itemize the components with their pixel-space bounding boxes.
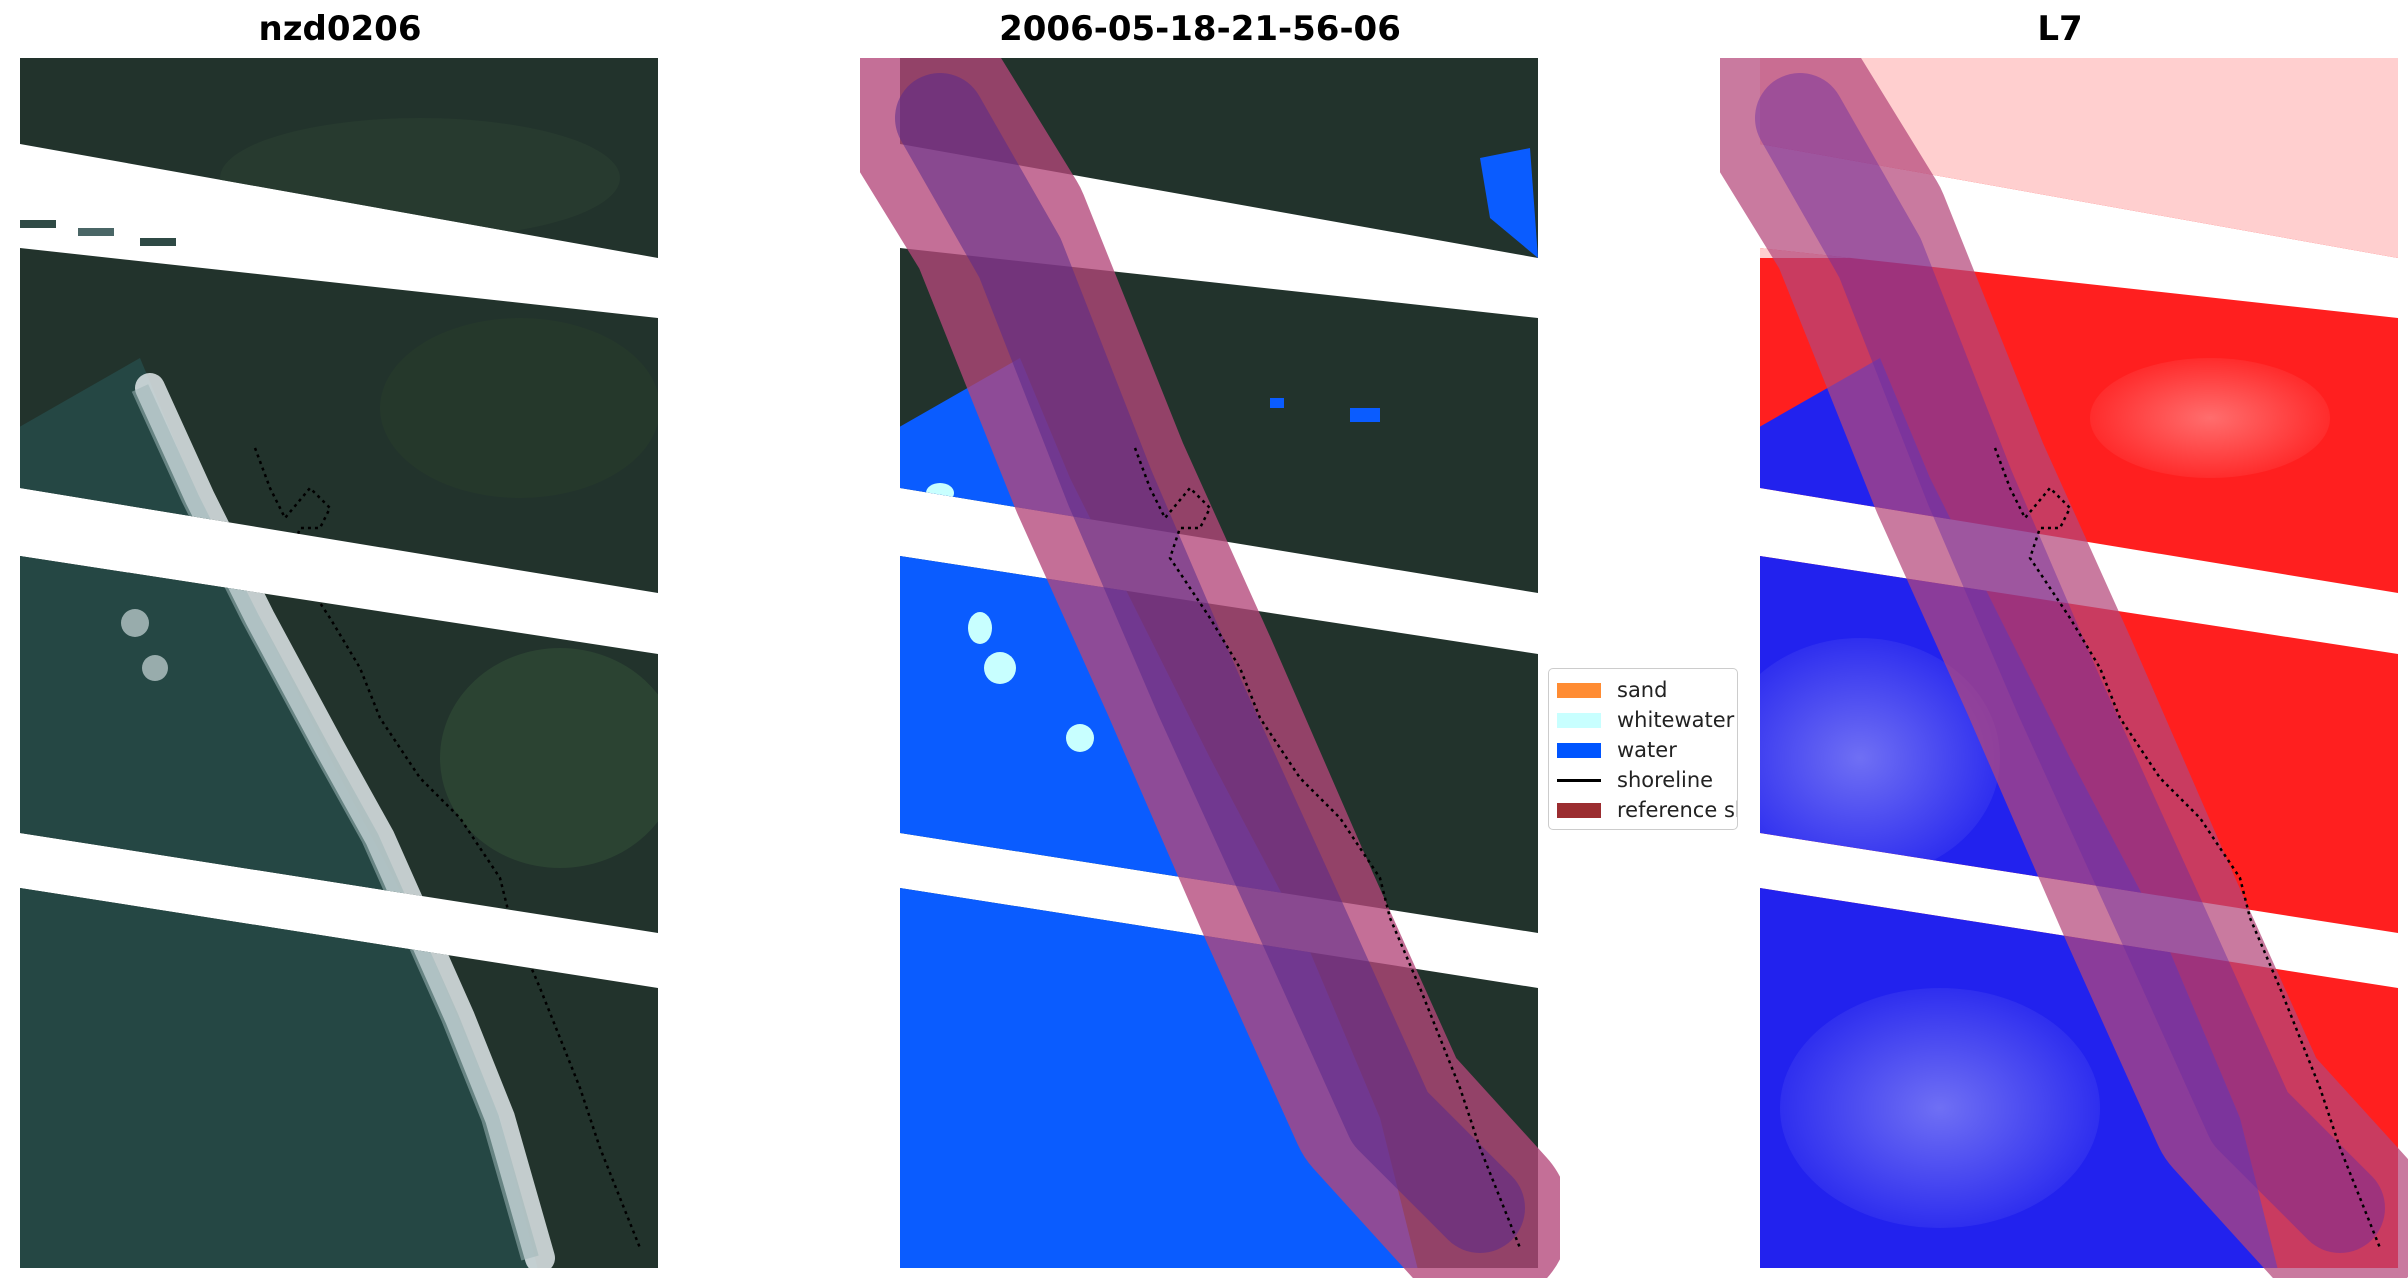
legend-item-reference: reference sh: [1549, 795, 1738, 825]
reference-shoreline-buffer-l7: [1720, 58, 2408, 1278]
legend-swatch-reference: [1557, 803, 1601, 818]
panel-title-index: L7: [2037, 9, 2083, 49]
legend-line-shoreline: [1557, 779, 1601, 782]
legend-item-water: water: [1549, 735, 1737, 765]
legend-label-reference: reference sh: [1617, 798, 1738, 822]
legend-swatch-sand: [1557, 683, 1601, 698]
legend-label-whitewater: whitewater: [1617, 708, 1735, 732]
legend-label-shoreline: shoreline: [1617, 768, 1714, 792]
legend-swatch-whitewater: [1557, 713, 1601, 728]
legend-label-sand: sand: [1617, 678, 1668, 702]
panel-title-rgb: nzd0206: [258, 9, 422, 49]
panel-title-classification: 2006-05-18-21-56-06: [999, 9, 1401, 49]
legend-swatch-water: [1557, 743, 1601, 758]
legend-item-whitewater: whitewater: [1549, 705, 1737, 735]
rgb-satellite-image: [20, 58, 658, 1268]
index-image: [1720, 58, 2408, 1278]
legend-item-shoreline: shoreline: [1549, 765, 1737, 795]
legend: sand whitewater water shoreline referenc…: [1548, 668, 1738, 830]
legend-label-water: water: [1617, 738, 1677, 762]
legend-item-sand: sand: [1549, 675, 1737, 705]
classification-image: [860, 58, 1560, 1278]
